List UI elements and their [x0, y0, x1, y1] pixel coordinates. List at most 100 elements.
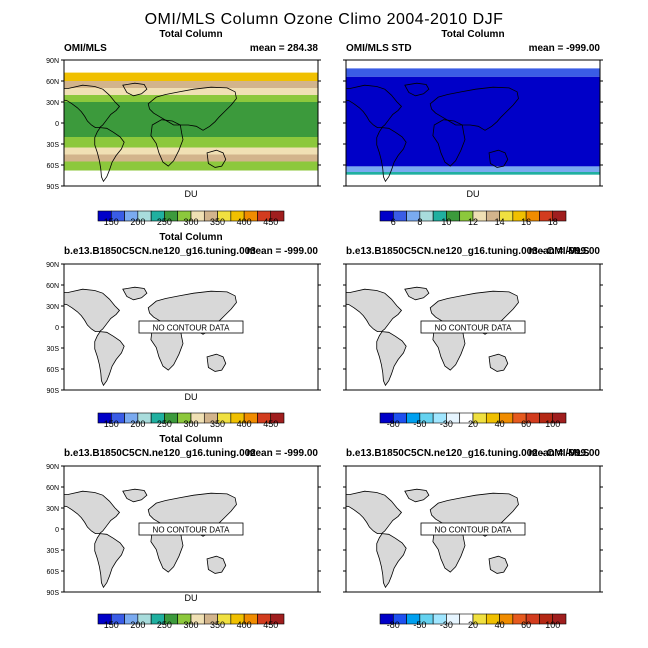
colorbar-label: 60: [521, 620, 531, 630]
colorbar-label: 400: [237, 419, 252, 429]
map-panel: b.e13.B1850C5CN.ne120_g16.tuning.003 - O…: [343, 246, 603, 429]
lat-tick-label: 90N: [46, 464, 59, 471]
colorbar-label: 12: [468, 217, 478, 227]
colorbar-label: 300: [183, 217, 198, 227]
panel-center-title: Total Column: [159, 232, 222, 243]
lat-tick-label: 90N: [46, 58, 59, 65]
lat-tick-label: 60S: [47, 367, 60, 374]
lat-tick-label: 60S: [47, 569, 60, 576]
colorbar-label: 450: [263, 419, 278, 429]
colorbar-label: -50: [413, 620, 426, 630]
map-panel: Total Column OMI/MLS mean = 284.38 90N 60N 30…: [46, 29, 321, 227]
panel-right-title: mean = -999.00: [529, 246, 601, 257]
lat-tick-label: 30S: [47, 548, 60, 555]
panel-left-title: b.e13.B1850C5CN.ne120_g16.tuning.002: [64, 448, 256, 459]
lat-tick-label: 60S: [47, 163, 60, 170]
colorbar-label: 350: [210, 217, 225, 227]
contour-band: [346, 76, 600, 167]
colorbar-swatch: [270, 210, 285, 222]
colorbar-label: 300: [183, 419, 198, 429]
no-data-label: NO CONTOUR DATA: [153, 324, 231, 333]
lat-tick-label: 60N: [46, 485, 59, 492]
panel-center-title: Total Column: [159, 434, 222, 445]
colorbar-label: 60: [521, 419, 531, 429]
colorbar-label: 200: [130, 217, 145, 227]
contour-band: [64, 95, 318, 102]
no-data-box: [138, 522, 244, 536]
map-panel: Total Column b.e13.B1850C5CN.ne120_g16.tu…: [46, 232, 321, 429]
colorbar-label: -30: [440, 620, 453, 630]
colorbar-label: 150: [104, 620, 119, 630]
colorbar-label: 300: [183, 620, 198, 630]
contour-band: [346, 172, 600, 175]
map-panel: Total Column b.e13.B1850C5CN.ne120_g16.tu…: [46, 434, 321, 630]
figure-title: OMI/MLS Column Ozone Climo 2004-2010 DJF: [145, 11, 504, 28]
colorbar-label: 450: [263, 217, 278, 227]
colorbar-label: -80: [387, 419, 400, 429]
no-data-label: NO CONTOUR DATA: [435, 324, 513, 333]
colorbar-label: 8: [417, 217, 422, 227]
colorbar-label: 450: [263, 620, 278, 630]
panel-right-title: mean = -999.00: [529, 43, 601, 54]
contour-band: [64, 81, 318, 88]
colorbar-label: 18: [548, 217, 558, 227]
colorbar-label: 200: [130, 419, 145, 429]
contour-band: [64, 130, 318, 137]
colorbar-label: 6: [391, 217, 396, 227]
contour-band: [64, 137, 318, 148]
colorbar-swatch: [270, 613, 285, 625]
colorbar-label: 250: [157, 217, 172, 227]
colorbar-label: 400: [237, 217, 252, 227]
colorbar-label: 100: [545, 620, 560, 630]
colorbar-unit: DU: [185, 189, 198, 199]
lat-tick-label: 0: [55, 325, 59, 332]
colorbar-label: 20: [468, 620, 478, 630]
colorbar-swatch: [552, 613, 567, 625]
colorbar-label: 150: [104, 217, 119, 227]
contour-band: [64, 88, 318, 95]
contour-band: [346, 166, 600, 172]
lat-tick-label: 60N: [46, 79, 59, 86]
contour-band: [64, 72, 318, 81]
no-data-box: [420, 320, 526, 334]
panel-right-title: mean = -999.00: [247, 448, 319, 459]
panel-right-title: mean = -999.00: [529, 448, 601, 459]
colorbar-swatch: [270, 412, 285, 424]
colorbar-label: 100: [545, 419, 560, 429]
map-panel: Total Column OMI/MLS STD mean = -999.00 DU 6…: [343, 29, 603, 227]
lat-tick-label: 30N: [46, 100, 59, 107]
lat-tick-label: 60N: [46, 283, 59, 290]
colorbar-label: 16: [521, 217, 531, 227]
panel-right-title: mean = 284.38: [250, 43, 319, 54]
panel-left-title: OMI/MLS STD: [346, 43, 412, 54]
lat-tick-label: 90N: [46, 262, 59, 269]
colorbar-label: 350: [210, 620, 225, 630]
colorbar-label: 20: [468, 419, 478, 429]
lat-tick-label: 30N: [46, 304, 59, 311]
lat-tick-label: 90S: [47, 590, 60, 597]
map-panel: b.e13.B1850C5CN.ne120_g16.tuning.002 - O…: [343, 448, 603, 630]
panel-left-title: b.e13.B1850C5CN.ne120_g16.tuning.003: [64, 246, 256, 257]
contour-band: [346, 60, 600, 69]
colorbar-swatch: [552, 412, 567, 424]
colorbar-label: 150: [104, 419, 119, 429]
contour-band: [64, 161, 318, 171]
panel-center-title: Total Column: [159, 29, 222, 40]
lat-tick-label: 0: [55, 527, 59, 534]
colorbar-unit: DU: [185, 392, 198, 402]
contour-band: [346, 174, 600, 186]
lat-tick-label: 30S: [47, 142, 60, 149]
colorbar-unit: DU: [467, 189, 480, 199]
lat-tick-label: 30N: [46, 506, 59, 513]
colorbar-label: -80: [387, 620, 400, 630]
colorbar-label: -50: [413, 419, 426, 429]
contour-band: [64, 154, 318, 162]
colorbar-label: 14: [495, 217, 505, 227]
panel-right-title: mean = -999.00: [247, 246, 319, 257]
no-data-label: NO CONTOUR DATA: [435, 526, 513, 535]
colorbar-label: 400: [237, 620, 252, 630]
panel-left-title: b.e13.B1850C5CN.ne120_g16.tuning.002 - O…: [346, 448, 590, 459]
panel-left-title: b.e13.B1850C5CN.ne120_g16.tuning.003 - O…: [346, 246, 590, 257]
colorbar-label: 250: [157, 419, 172, 429]
lat-tick-label: 0: [55, 121, 59, 128]
